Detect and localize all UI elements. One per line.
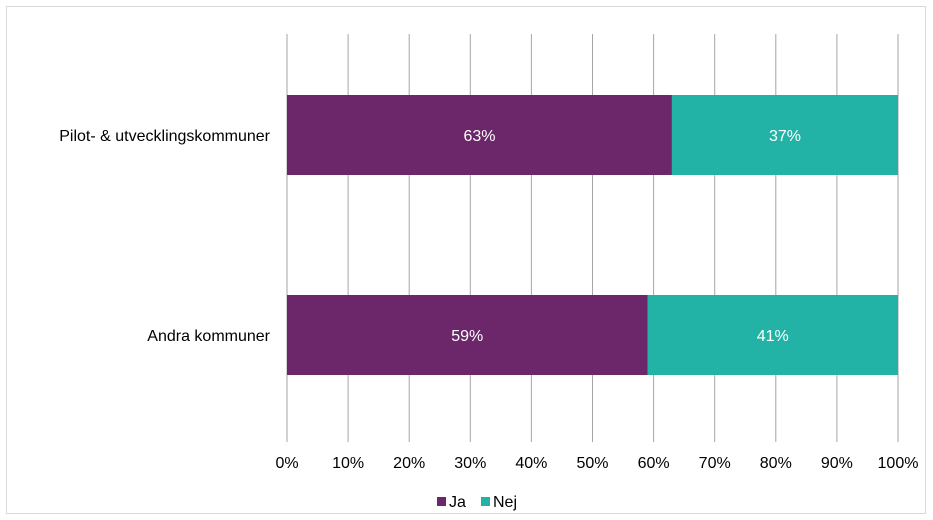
chart-frame	[6, 6, 926, 514]
bar-nej-1	[671, 95, 898, 175]
bar-ja-1	[287, 95, 672, 175]
data-label-nej-2: 41%	[757, 328, 789, 345]
x-tick-label: 40%	[515, 455, 547, 472]
x-tick-label: 0%	[275, 455, 298, 472]
legend-swatch-nej	[481, 497, 490, 506]
legend-label-nej: Nej	[493, 494, 517, 511]
legend-swatch-ja	[437, 497, 446, 506]
category-label-1: Pilot- & utvecklingskommuner	[59, 128, 270, 145]
x-tick-label: 90%	[821, 455, 853, 472]
category-label-2: Andra kommuner	[147, 328, 270, 345]
legend: Ja Nej	[437, 494, 517, 511]
x-tick-label: 70%	[699, 455, 731, 472]
x-tick-label: 100%	[878, 455, 919, 472]
legend-label-ja: Ja	[449, 494, 466, 511]
x-tick-label: 80%	[760, 455, 792, 472]
bar-ja-2	[287, 295, 648, 375]
data-labels: 63% 37% 59% 41%	[451, 128, 801, 345]
x-tick-label: 50%	[576, 455, 608, 472]
data-label-nej-1: 37%	[769, 128, 801, 145]
x-tick-label: 60%	[638, 455, 670, 472]
x-tick-label: 20%	[393, 455, 425, 472]
x-tick-label: 30%	[454, 455, 486, 472]
data-label-ja-1: 63%	[463, 128, 495, 145]
x-tick-labels: 0% 10% 20% 30% 40% 50% 60% 70% 80% 90% 100%	[275, 455, 918, 472]
category-labels: Pilot- & utvecklingskommuner Andra kommun…	[59, 128, 270, 345]
data-label-ja-2: 59%	[451, 328, 483, 345]
bars	[287, 95, 898, 375]
bar-nej-2	[647, 295, 898, 375]
x-tick-label: 10%	[332, 455, 364, 472]
